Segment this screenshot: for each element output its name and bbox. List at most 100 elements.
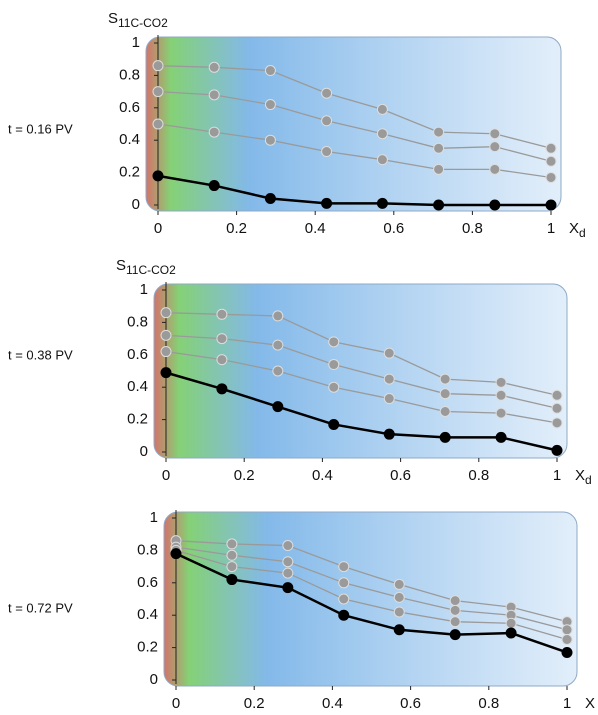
series-line xyxy=(157,174,551,207)
point xyxy=(545,142,557,154)
point xyxy=(321,197,333,209)
x-tick-label: 0 xyxy=(154,220,162,237)
x-axis-label: Xd xyxy=(569,220,586,240)
series-line xyxy=(175,540,568,623)
point xyxy=(282,540,294,552)
point xyxy=(561,624,573,636)
y-axis-label: S11C-CO2 xyxy=(116,257,176,277)
point xyxy=(328,359,340,371)
point xyxy=(489,163,501,175)
series-line xyxy=(157,90,552,162)
y-tick-label: 0.8 xyxy=(127,313,148,330)
x-tick-label: 0.8 xyxy=(478,695,499,712)
point xyxy=(551,402,563,414)
point xyxy=(376,197,388,209)
sample-core xyxy=(145,36,562,212)
point xyxy=(338,561,350,573)
series-line xyxy=(165,350,558,424)
x-tick-label: 0.4 xyxy=(312,467,333,484)
point xyxy=(216,308,228,320)
point xyxy=(376,103,388,115)
point xyxy=(505,627,517,639)
point xyxy=(282,556,294,568)
point xyxy=(208,126,220,138)
point xyxy=(272,310,284,322)
point xyxy=(152,86,164,98)
point xyxy=(208,61,220,73)
x-axis-label: Xd xyxy=(575,467,592,487)
series-line xyxy=(157,123,552,179)
point xyxy=(216,383,228,395)
series-line xyxy=(175,552,568,654)
series-line xyxy=(165,334,558,409)
y-tick-label: 0.8 xyxy=(137,541,158,558)
x-tick-label: 0.4 xyxy=(305,220,326,237)
y-tick-label: 0.2 xyxy=(127,411,148,428)
point xyxy=(338,609,350,621)
point xyxy=(376,128,388,140)
point xyxy=(272,401,284,413)
y-tick-label: 0 xyxy=(132,196,140,213)
y-label-main: S xyxy=(108,10,118,27)
series-line xyxy=(157,65,552,149)
point xyxy=(489,141,501,153)
point xyxy=(383,393,395,405)
y-tick-label: 0.2 xyxy=(137,639,158,656)
x-tick-label: 1 xyxy=(553,467,561,484)
point xyxy=(433,126,445,138)
point xyxy=(495,407,507,419)
time-label: t = 0.38 PV xyxy=(8,347,73,362)
x-tick-label: 0.6 xyxy=(390,467,411,484)
point xyxy=(449,595,461,607)
sample-core xyxy=(163,511,578,687)
x-tick-label: 0.8 xyxy=(462,220,483,237)
point xyxy=(551,444,563,456)
point xyxy=(160,346,172,358)
point xyxy=(393,606,405,618)
y-tick-label: 0.6 xyxy=(119,99,140,116)
point xyxy=(216,333,228,345)
time-label: t = 0.72 PV xyxy=(8,600,73,615)
x-tick-label: 1 xyxy=(547,220,555,237)
point xyxy=(393,624,405,636)
point xyxy=(551,389,563,401)
point xyxy=(433,142,445,154)
point xyxy=(282,582,294,594)
point xyxy=(439,373,451,385)
y-tick-label: 0.2 xyxy=(119,164,140,181)
y-tick-label: 0 xyxy=(150,671,158,688)
x-tick-label: 0 xyxy=(162,467,170,484)
point xyxy=(328,381,340,393)
point xyxy=(551,417,563,429)
y-label-sub: 11C-CO2 xyxy=(118,16,168,30)
point xyxy=(439,431,451,443)
y-axis-label: S11C-CO2 xyxy=(108,10,168,30)
time-label: t = 0.16 PV xyxy=(8,121,73,136)
point xyxy=(208,180,220,192)
y-label-sub: 11C-CO2 xyxy=(126,263,176,277)
point xyxy=(264,193,276,205)
point xyxy=(495,376,507,388)
x-label-main: X xyxy=(575,467,585,484)
point xyxy=(152,118,164,130)
y-tick-label: 1 xyxy=(132,34,140,51)
point xyxy=(561,646,573,658)
point xyxy=(393,591,405,603)
point xyxy=(152,170,164,182)
x-tick-label: 0.6 xyxy=(383,220,404,237)
point xyxy=(495,431,507,443)
point xyxy=(226,561,238,573)
point xyxy=(226,574,238,586)
point xyxy=(226,538,238,550)
y-label-main: S xyxy=(116,257,126,274)
x-label-sub: d xyxy=(585,473,592,487)
x-tick-label: 0.6 xyxy=(400,695,421,712)
point xyxy=(393,578,405,590)
series-line xyxy=(165,312,558,396)
point xyxy=(495,389,507,401)
point xyxy=(272,365,284,377)
point xyxy=(226,549,238,561)
point xyxy=(208,89,220,101)
x-axis-label: X xyxy=(585,695,595,712)
